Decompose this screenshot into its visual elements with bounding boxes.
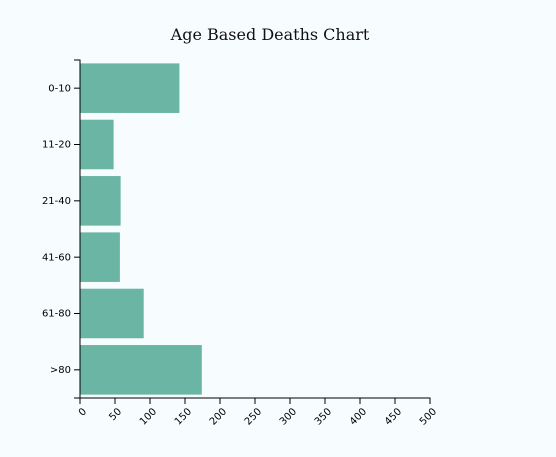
bar-4: [80, 288, 144, 339]
x-tick-label-3: 150: [173, 406, 194, 427]
y-axis-line: [74, 59, 81, 399]
x-tick-label-8: 400: [348, 406, 369, 427]
x-tick-label-5: 250: [243, 406, 264, 427]
y-tick-label-5: >80: [50, 365, 71, 376]
x-tick-label-6: 300: [278, 406, 299, 427]
x-tick-label-7: 350: [313, 406, 334, 427]
x-tick-label-1: 50: [107, 406, 124, 423]
y-tick-label-1: 11-20: [42, 140, 71, 151]
x-tick-label-0: 0: [77, 406, 89, 418]
bars-group: [80, 63, 202, 395]
x-tick-label-4: 200: [208, 406, 229, 427]
bar-3: [80, 232, 120, 282]
y-axis: 0-10 11-20 21-40 41-60 61-80 >80: [42, 59, 81, 399]
x-axis: 0 50 100 150 200 250 300 350 400 450 500: [77, 397, 439, 428]
bar-5: [80, 345, 202, 395]
y-tick-label-4: 61-80: [42, 309, 71, 320]
x-tick-label-9: 450: [383, 406, 404, 427]
y-tick-label-3: 41-60: [42, 252, 71, 263]
bar-2: [80, 176, 121, 226]
bar-1: [80, 119, 114, 170]
y-tick-label-0: 0-10: [48, 83, 71, 94]
x-tick-label-10: 500: [418, 406, 439, 427]
chart-title: Age Based Deaths Chart: [170, 25, 370, 44]
bar-0: [80, 63, 180, 113]
y-tick-label-2: 21-40: [42, 196, 71, 207]
x-tick-label-2: 100: [138, 406, 159, 427]
